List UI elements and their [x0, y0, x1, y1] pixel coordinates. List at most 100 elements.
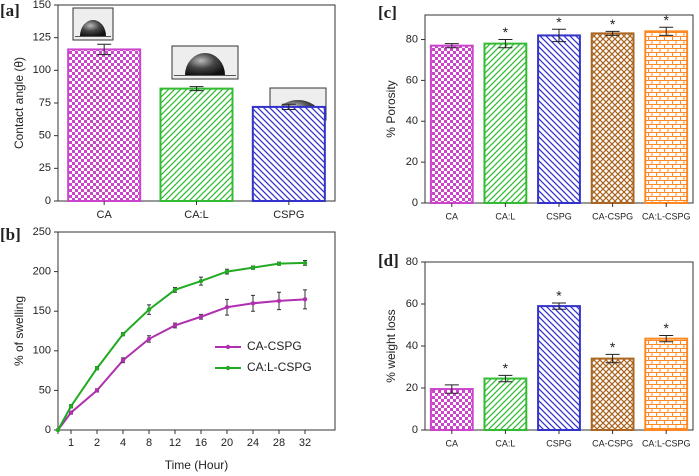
- y-tick-label: 80: [406, 256, 418, 268]
- point: [250, 301, 256, 306]
- point: [172, 287, 178, 293]
- error-bar: [498, 374, 513, 383]
- y-tick-label: 0: [45, 424, 51, 436]
- error-bar: [444, 43, 459, 49]
- y-tick-label: 150: [33, 0, 51, 11]
- point: [120, 331, 126, 337]
- y-tick-label: 20: [406, 382, 418, 394]
- x-tick-label: CA:L: [495, 211, 515, 221]
- point: [68, 404, 74, 409]
- point: [276, 298, 282, 304]
- y-tick-label: 50: [39, 130, 51, 142]
- x-tick-label: 16: [195, 437, 207, 449]
- y-tick-label: 40: [406, 115, 418, 127]
- x-tick-label: CSPG: [546, 438, 572, 448]
- point: [198, 314, 204, 319]
- y-tick-label: 40: [406, 340, 418, 352]
- error-bar: [97, 43, 112, 56]
- y-tick-label: 250: [33, 226, 51, 238]
- x-tick-label: 32: [299, 437, 311, 449]
- y-tick-label: 50: [39, 384, 51, 396]
- y-tick-label: 200: [33, 266, 51, 278]
- point: [250, 265, 256, 270]
- point: [146, 307, 152, 312]
- significance-mark: *: [610, 16, 616, 32]
- droplet-images: [72, 7, 327, 121]
- x-tick-label: CA:L-CSPG: [642, 211, 691, 221]
- panel-label: [b]: [0, 225, 21, 244]
- point: [224, 305, 230, 310]
- panel-label: [d]: [378, 251, 399, 270]
- error-bar: [552, 302, 566, 310]
- x-tick-label: 12: [169, 437, 181, 449]
- significance-mark: *: [663, 320, 669, 336]
- y-tick-label: 100: [33, 345, 51, 357]
- point: [276, 261, 282, 266]
- y-tick-label: 25: [39, 162, 51, 174]
- point: [68, 410, 74, 415]
- point: [94, 366, 100, 371]
- y-tick-label: 60: [406, 298, 418, 310]
- legend-marker: [225, 344, 231, 350]
- bar: [429, 44, 474, 204]
- error-bar: [281, 103, 296, 111]
- x-tick-label: 1: [68, 437, 74, 449]
- error-bar: [605, 353, 620, 364]
- y-tick-label: 125: [33, 32, 51, 44]
- x-tick-label: 8: [146, 437, 152, 449]
- bar: [537, 34, 581, 204]
- significance-mark: *: [663, 12, 669, 28]
- y-axis-label: % weight loss: [384, 309, 398, 382]
- x-tick-label: CA-CSPG: [592, 211, 633, 221]
- point: [146, 336, 152, 342]
- x-tick-label: 4: [120, 437, 126, 449]
- significance-mark: *: [503, 360, 509, 376]
- error-bar: [552, 28, 566, 43]
- bar: [590, 357, 635, 432]
- bar: [67, 48, 142, 202]
- error-bar: [659, 335, 674, 343]
- x-tick-label: 28: [273, 437, 285, 449]
- y-axis-label: % Porosity: [384, 80, 398, 137]
- bar: [159, 87, 234, 202]
- y-tick-label: 20: [406, 156, 418, 168]
- error-bar: [189, 86, 204, 92]
- y-tick-label: 60: [406, 74, 418, 86]
- x-tick-label: CSPG: [546, 211, 572, 221]
- error-bar: [444, 384, 459, 394]
- error-bar: [605, 30, 620, 36]
- y-tick-label: 80: [406, 33, 418, 45]
- point: [55, 427, 61, 433]
- point: [120, 358, 126, 363]
- x-tick-label: 2: [94, 437, 100, 449]
- point: [172, 323, 178, 328]
- legend-label: CA-CSPG: [247, 339, 302, 353]
- point: [302, 260, 308, 266]
- x-tick-label: 20: [221, 437, 233, 449]
- x-tick-label: CA-CSPG: [592, 438, 633, 448]
- bar: [590, 32, 635, 204]
- y-axis-label: Contact angle (θ): [12, 57, 26, 149]
- significance-mark: *: [556, 14, 562, 30]
- significance-mark: *: [556, 288, 562, 304]
- y-tick-label: 150: [33, 305, 51, 317]
- panel-label: [a]: [0, 1, 20, 20]
- bar: [483, 42, 528, 205]
- y-tick-label: 0: [45, 195, 51, 207]
- y-tick-label: 100: [33, 64, 51, 76]
- x-tick-label: CA: [97, 209, 113, 221]
- x-tick-label: CA:L-CSPG: [642, 438, 691, 448]
- x-tick-label: 24: [247, 437, 259, 449]
- bar: [537, 305, 581, 432]
- bar: [483, 377, 528, 431]
- significance-mark: *: [503, 24, 509, 40]
- y-tick-label: 75: [39, 97, 51, 109]
- x-tick-label: CA: [446, 211, 459, 221]
- point: [224, 269, 230, 274]
- bar: [644, 30, 689, 205]
- bar: [644, 337, 689, 431]
- y-tick-label: 0: [412, 197, 418, 209]
- x-tick-label: CA: [446, 438, 459, 448]
- point: [302, 297, 308, 302]
- y-axis-label: % of swelling: [12, 296, 26, 366]
